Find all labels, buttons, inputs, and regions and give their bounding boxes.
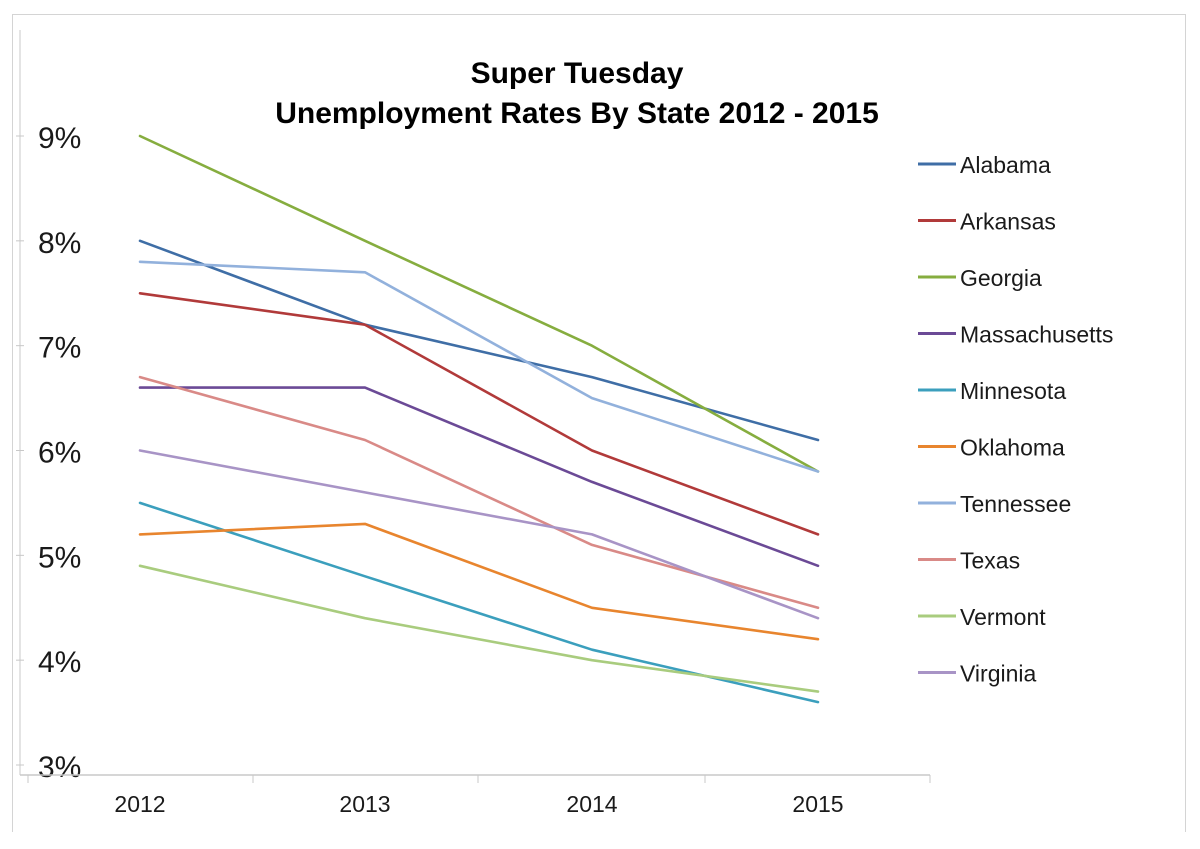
y-tick-label: 4% xyxy=(38,646,81,679)
x-tick-label: 2012 xyxy=(114,791,165,817)
legend-label-georgia: Georgia xyxy=(960,265,1042,291)
y-tick-label: 8% xyxy=(38,227,81,260)
legend-label-alabama: Alabama xyxy=(960,152,1051,178)
x-tick-label: 2015 xyxy=(792,791,843,817)
series-line-massachusetts xyxy=(138,386,820,568)
chart-frame xyxy=(12,14,1186,832)
series-line-alabama xyxy=(138,239,820,442)
axes: 3% 4% 5% 6% 7% 8% 9% 2012 2013 2014 2015 xyxy=(16,30,931,817)
legend: Alabama Arkansas Georgia Massachusetts Minne… xyxy=(918,152,1113,687)
y-tick-label: 5% xyxy=(38,541,81,574)
chart-subtitle: Unemployment Rates By State 2012 - 2015 xyxy=(275,97,879,130)
legend-label-arkansas: Arkansas xyxy=(960,209,1056,235)
series-line-tennessee xyxy=(138,260,820,473)
series-line-arkansas xyxy=(138,291,820,536)
y-tick-label: 7% xyxy=(38,332,81,365)
legend-label-minnesota: Minnesota xyxy=(960,378,1066,404)
legend-label-virginia: Virginia xyxy=(960,661,1036,687)
chart-title-block: Super Tuesday Unemployment Rates By Stat… xyxy=(232,54,922,134)
series-line-minnesota xyxy=(138,501,820,704)
legend-label-massachusetts: Massachusetts xyxy=(960,322,1113,348)
legend-label-texas: Texas xyxy=(960,548,1020,574)
y-tick-label: 3% xyxy=(38,751,81,784)
legend-label-oklahoma: Oklahoma xyxy=(960,435,1065,461)
y-tick-label: 9% xyxy=(38,122,81,155)
x-tick-label: 2013 xyxy=(339,791,390,817)
series-line-georgia xyxy=(138,134,820,473)
legend-label-vermont: Vermont xyxy=(960,604,1046,630)
series-line-vermont xyxy=(138,564,820,693)
x-tick-label: 2014 xyxy=(566,791,617,817)
series-line-virginia xyxy=(138,449,820,620)
legend-label-tennessee: Tennessee xyxy=(960,491,1071,517)
series-line-oklahoma xyxy=(138,522,820,641)
series-lines xyxy=(138,134,820,704)
y-tick-label: 6% xyxy=(38,437,81,470)
chart-title: Super Tuesday xyxy=(470,57,684,90)
